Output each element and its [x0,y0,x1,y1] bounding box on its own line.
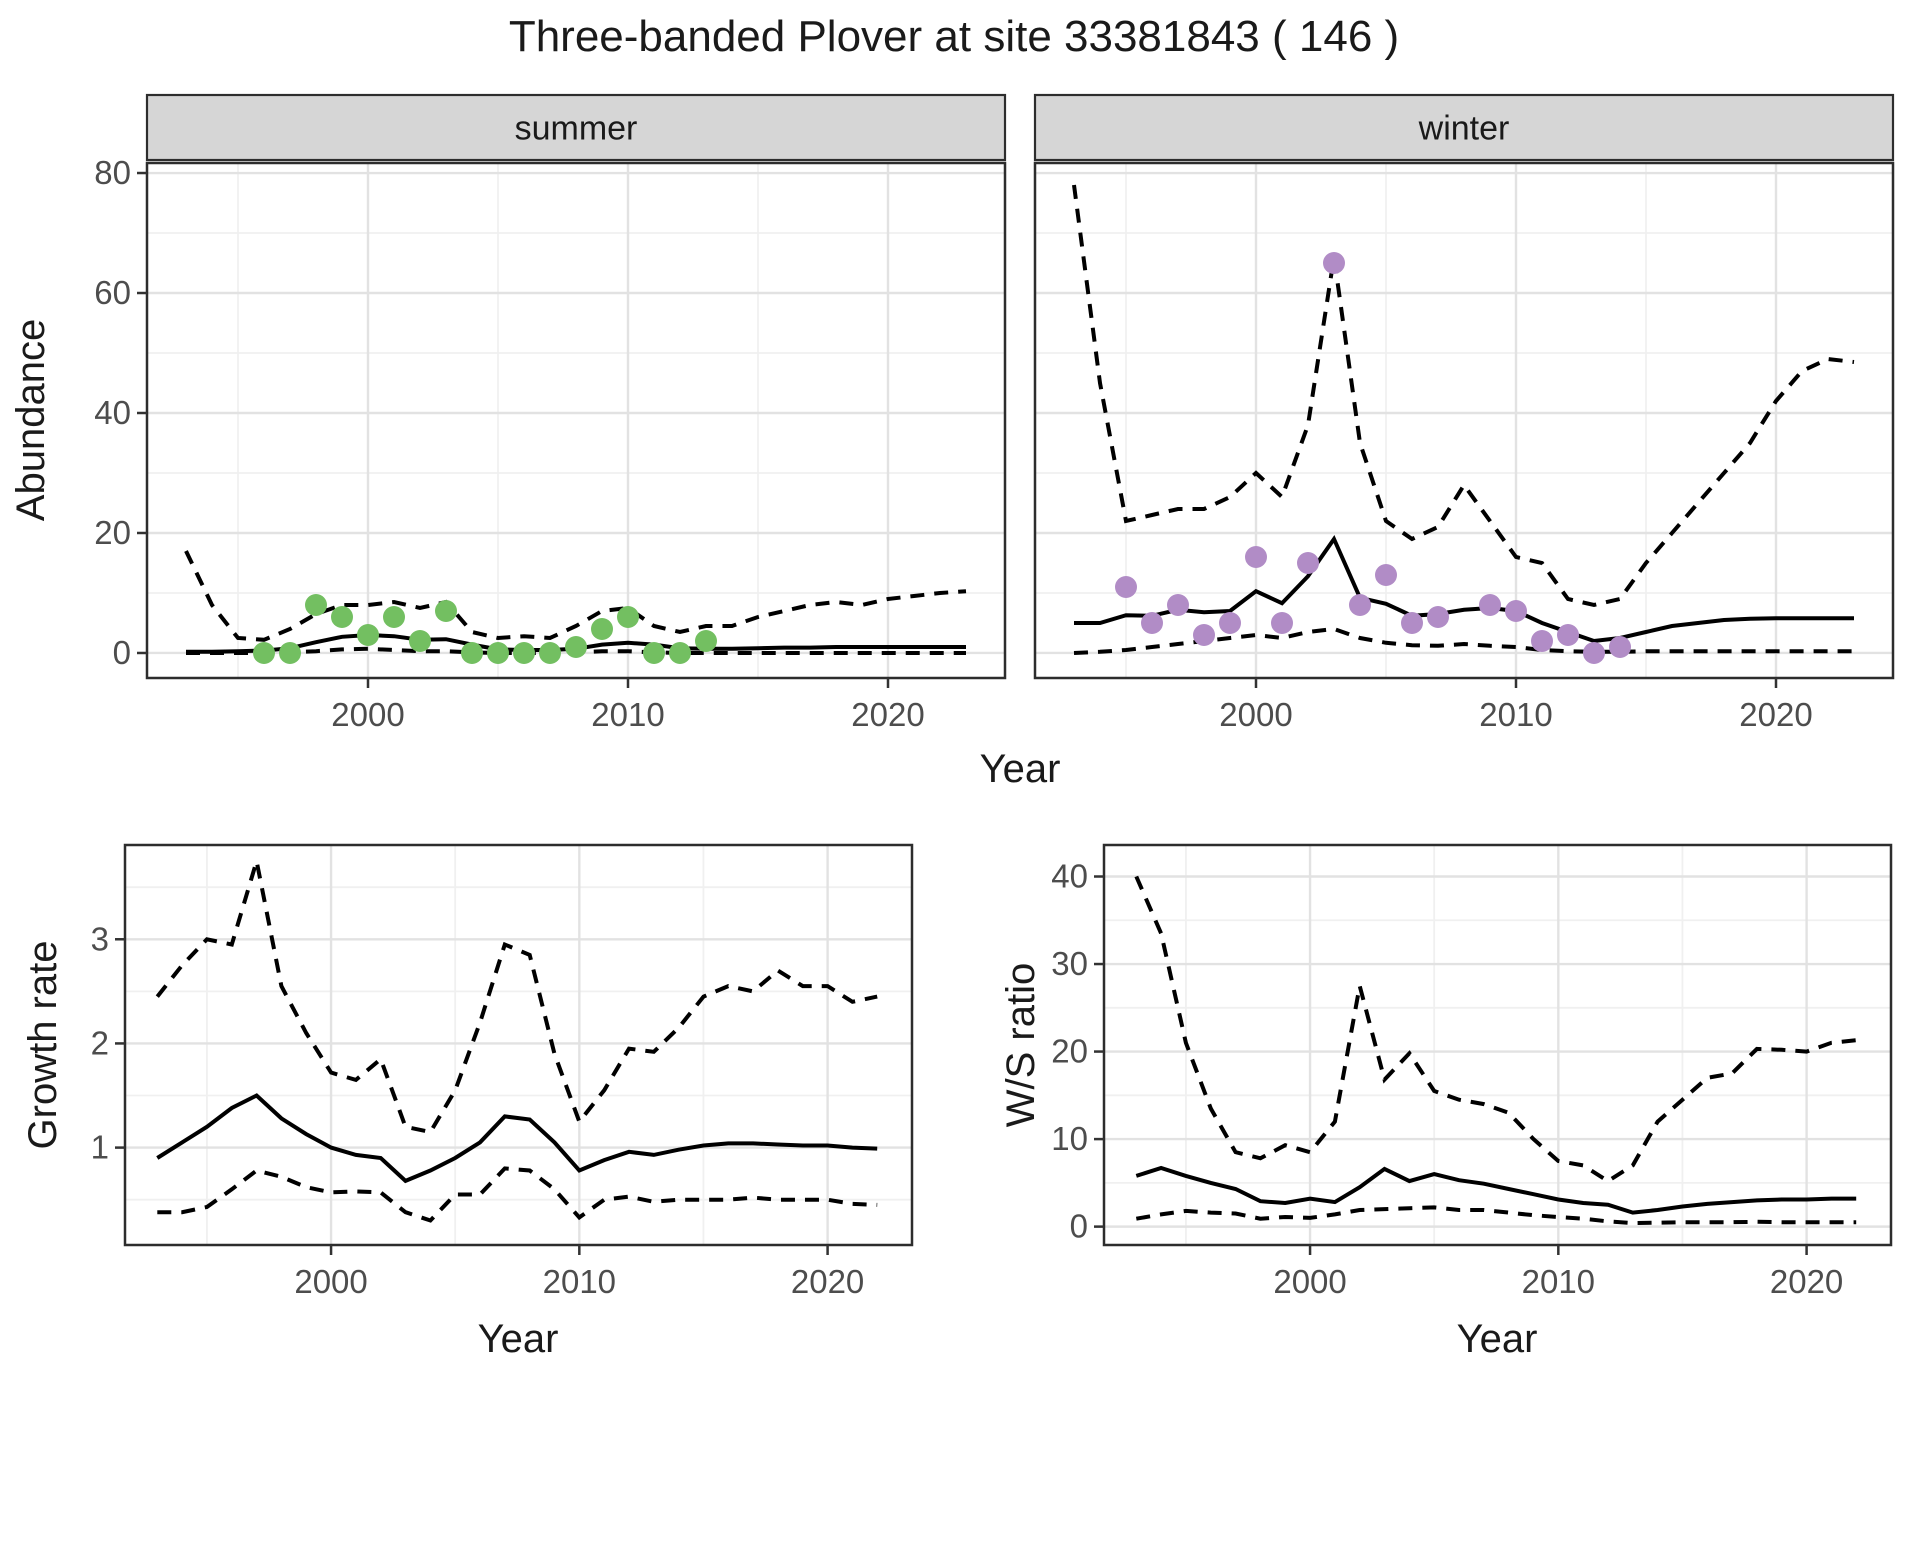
facet-strip-label-winter: winter [1418,110,1510,148]
abundance-summer-observation-point [669,641,691,664]
facet-strip-summer [145,93,1007,162]
abundance-x-tick-label: 2010 [1479,696,1552,733]
abundance-winter-observation-point [1219,611,1241,634]
abundance-winter-observation-point [1245,545,1267,568]
abundance-winter-observation-point [1505,599,1527,622]
abundance-panel-border [145,161,1007,680]
growth_rate-panel-bg [125,845,912,1245]
abundance-summer-observation-point [383,605,405,628]
abundance-winter-observation-point [1115,575,1137,598]
ws_ratio-x-tick-label: 2010 [1522,1263,1595,1300]
abundance-summer-observation-point [695,629,717,652]
abundance-panel-border [1033,161,1895,680]
abundance-winter-observation-point [1271,611,1293,634]
abundance-winter-observation-point [1401,611,1423,634]
growth_rate-panel-border [123,843,914,1247]
ws_ratio-y-tick-label: 30 [1051,945,1088,982]
abundance-y-tick-label: 40 [94,394,131,431]
abundance-summer-observation-point [279,641,301,664]
growth_rate-y-tick-label: 2 [91,1024,109,1061]
facet-strip-label-summer: summer [515,110,638,148]
abundance-summer-observation-point [305,593,327,616]
abundance-summer-observation-point [253,641,275,664]
growth_rate-all-lower-ci-line [157,1166,878,1223]
abundance-winter-observation-point [1375,563,1397,586]
abundance-x-tick-label: 2010 [591,696,664,733]
ws_ratio-all-upper-ci-line [1134,875,1857,1184]
abundance-summer-upper-ci-line [184,550,967,642]
abundance-summer-observation-point [487,641,509,664]
abundance-x-axis-title: Year [980,747,1061,791]
abundance-summer-observation-point [617,605,639,628]
abundance-winter-upper-ci-line [1072,184,1855,608]
ws_ratio-y-tick-label: 20 [1051,1033,1088,1070]
abundance-winter-observation-point [1583,641,1605,664]
abundance-winter-observation-point [1479,593,1501,616]
abundance-y-tick-label: 0 [113,634,131,671]
abundance-winter-observation-point [1349,593,1371,616]
growth_rate-x-tick-label: 2010 [543,1263,616,1300]
growth_rate-x-tick-label: 2020 [791,1263,864,1300]
abundance-summer-observation-point [513,641,535,664]
abundance-winter-observation-point [1323,252,1345,275]
figure-title: Three-banded Plover at site 33381843 ( 1… [508,12,1400,61]
growth_rate-x-tick-label: 2000 [294,1263,367,1300]
abundance-winter-observation-point [1427,605,1449,628]
abundance-winter-observation-point [1609,635,1631,658]
abundance-summer-observation-point [409,629,431,652]
growth_rate-y-tick-label: 1 [91,1129,109,1166]
abundance-winter-observation-point [1297,551,1319,574]
ws_ratio-panel-border [1102,843,1893,1247]
abundance-y-axis-title: Abundance [9,319,53,521]
abundance-summer-observation-point [643,641,665,664]
ws_ratio-y-tick-label: 0 [1070,1208,1088,1245]
facet-strip-winter [1033,93,1895,162]
ws_ratio-y-tick-label: 40 [1051,858,1088,895]
abundance-x-tick-label: 2020 [851,696,924,733]
ws_ratio-x-tick-label: 2000 [1273,1263,1346,1300]
abundance-summer-observation-point [331,605,353,628]
abundance-summer-observation-point [565,635,587,658]
ws_ratio-y-tick-label: 10 [1051,1120,1088,1157]
abundance-winter-observation-point [1141,611,1163,634]
abundance-summer-observation-point [357,623,379,646]
abundance-y-tick-label: 80 [94,154,131,191]
abundance-x-tick-label: 2020 [1739,696,1812,733]
abundance-winter-observation-point [1531,629,1553,652]
growth-rate-y-axis-title: Growth rate [21,941,65,1150]
abundance-x-tick-label: 2000 [331,696,404,733]
abundance-summer-observation-point [461,641,483,664]
ws-ratio-y-axis-title: W/S ratio [999,963,1043,1127]
abundance-x-tick-label: 2000 [1219,696,1292,733]
abundance-winter-observation-point [1557,623,1579,646]
abundance-summer-observation-point [591,617,613,640]
ws_ratio-panel-bg [1104,845,1891,1245]
ws_ratio-x-tick-label: 2020 [1770,1263,1843,1300]
abundance-winter-observation-point [1167,593,1189,616]
abundance-winter-median-line [1074,534,1854,644]
growth-rate-x-axis-title: Year [478,1317,559,1361]
growth_rate-all-upper-ci-line [155,860,878,1135]
abundance-summer-observation-point [435,599,457,622]
abundance-winter-observation-point [1193,623,1215,646]
abundance-summer-observation-point [539,641,561,664]
abundance-y-tick-label: 60 [94,274,131,311]
abundance-y-tick-label: 20 [94,514,131,551]
ws-ratio-x-axis-title: Year [1457,1317,1538,1361]
growth_rate-all-median-line [156,1093,878,1184]
growth_rate-y-tick-label: 3 [91,920,109,957]
ws_ratio-all-median-line [1135,1165,1857,1215]
ws_ratio-all-lower-ci-line [1135,1205,1857,1226]
